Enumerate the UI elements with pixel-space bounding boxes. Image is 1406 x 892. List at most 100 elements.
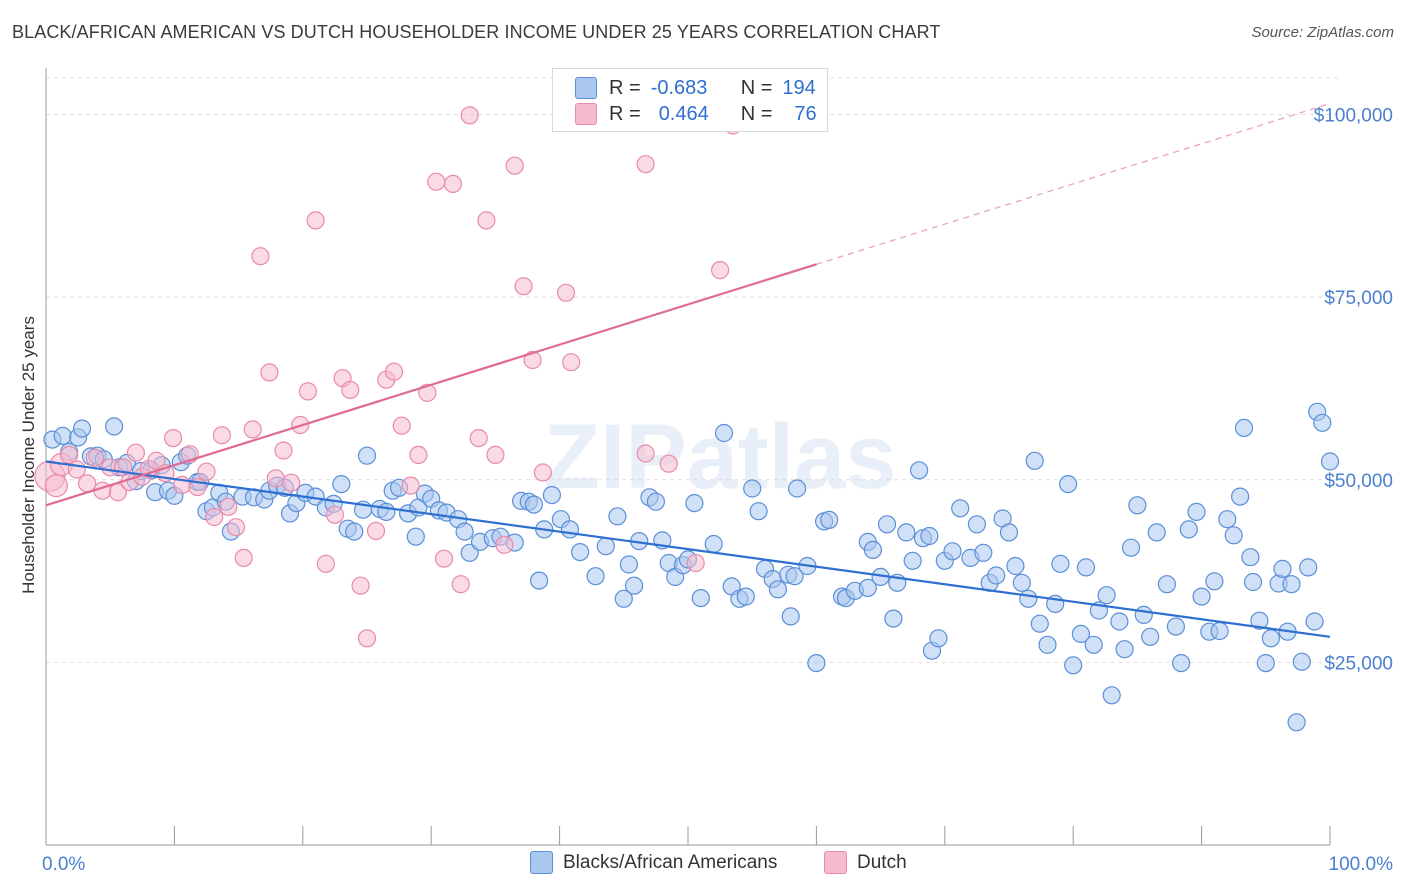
data-point-dutch: [562, 353, 581, 372]
data-point-blacks: [1084, 635, 1103, 654]
data-point-dutch: [260, 363, 279, 382]
data-point-blacks: [53, 426, 72, 445]
legend-item-label: Blacks/African Americans: [563, 851, 778, 873]
data-point-blacks: [749, 502, 768, 521]
data-point-dutch: [357, 629, 377, 648]
data-point-blacks: [377, 502, 396, 521]
data-point-dutch: [392, 416, 411, 435]
data-point-blacks: [704, 534, 723, 554]
data-point-dutch: [197, 462, 216, 481]
data-point-blacks: [943, 542, 962, 561]
trend-line-blacks: [45, 460, 1331, 638]
data-point-blacks: [624, 576, 644, 595]
data-point-blacks: [1273, 559, 1292, 579]
data-point-blacks: [785, 567, 804, 586]
data-point-blacks: [608, 507, 627, 526]
data-point-dutch: [659, 454, 678, 473]
trend-lines: [45, 102, 1331, 638]
y-tick-label: $25,000: [1324, 653, 1393, 674]
data-point-blacks: [1282, 575, 1301, 594]
data-point-blacks: [1224, 526, 1243, 545]
data-point-dutch: [298, 382, 317, 401]
grid-lines: [46, 77, 1340, 663]
data-point-blacks: [1051, 554, 1070, 573]
data-point-blacks: [1071, 624, 1091, 644]
data-point-blacks: [1141, 627, 1160, 646]
data-point-blacks: [646, 492, 666, 511]
data-point-blacks: [820, 510, 839, 530]
data-point-dutch: [282, 473, 301, 492]
data-point-blacks: [1012, 573, 1031, 592]
data-point-blacks: [685, 494, 704, 513]
data-point-blacks: [560, 520, 580, 539]
data-point-blacks: [999, 523, 1019, 542]
data-point-blacks: [863, 540, 883, 560]
legend-row-blacks: R = -0.683 N = 194: [553, 75, 816, 101]
data-point-dutch: [418, 383, 437, 402]
series-dutch-points: [34, 106, 743, 648]
legend-row-dutch: R = 0.464 N = 76: [553, 101, 817, 127]
data-point-blacks: [884, 609, 903, 628]
data-point-blacks: [897, 523, 916, 542]
legend-swatch-blue: [530, 851, 553, 874]
legend-n-label: N =: [740, 102, 773, 125]
data-point-dutch: [636, 155, 655, 174]
data-point-dutch: [316, 554, 335, 573]
data-point-blacks: [1058, 475, 1078, 494]
data-point-dutch: [251, 247, 270, 266]
legend-item-blacks[interactable]: Blacks/African Americans: [530, 851, 777, 874]
data-point-blacks: [524, 495, 544, 514]
data-point-blacks: [1128, 496, 1147, 515]
data-point-blacks: [909, 461, 929, 480]
data-point-dutch: [126, 443, 145, 462]
data-point-blacks: [974, 543, 993, 562]
data-point-blacks: [1261, 629, 1281, 648]
data-point-blacks: [1230, 487, 1250, 506]
data-point-blacks: [1166, 617, 1186, 636]
legend-n-value: 76: [794, 102, 817, 125]
data-point-dutch: [205, 507, 224, 527]
data-point-blacks: [1147, 523, 1166, 542]
data-point-dutch: [451, 575, 470, 594]
data-point-dutch: [59, 445, 79, 464]
data-point-blacks: [787, 479, 807, 498]
data-point-blacks: [455, 522, 474, 541]
data-point-blacks: [357, 446, 377, 465]
data-point-blacks: [1250, 611, 1269, 630]
data-point-blacks: [1313, 413, 1332, 432]
legend-swatch-pink: [575, 103, 597, 125]
data-point-blacks: [1115, 640, 1134, 659]
data-point-blacks: [1256, 653, 1275, 673]
data-point-dutch: [243, 420, 262, 439]
data-point-dutch: [77, 474, 97, 493]
y-tick-label: $75,000: [1324, 288, 1393, 309]
data-point-blacks: [1192, 587, 1211, 606]
data-point-blacks: [1019, 589, 1038, 608]
data-point-blacks: [1179, 520, 1198, 539]
legend-item-dutch[interactable]: Dutch: [824, 851, 907, 874]
data-point-blacks: [1234, 418, 1254, 437]
data-point-blacks: [1241, 548, 1260, 567]
legend-n-label: N =: [740, 76, 773, 99]
data-point-blacks: [714, 423, 734, 443]
data-point-dutch: [366, 521, 386, 541]
data-point-dutch: [686, 553, 705, 573]
data-point-dutch: [710, 261, 730, 280]
source-label: Source: ZipAtlas.com: [1251, 24, 1394, 41]
data-point-blacks: [1006, 556, 1025, 576]
data-point-blacks: [332, 475, 351, 494]
trend-line-dutch: [45, 263, 817, 507]
data-point-dutch: [523, 350, 542, 370]
data-point-blacks: [1287, 713, 1306, 732]
data-point-blacks: [1121, 538, 1141, 557]
data-point-dutch: [164, 429, 183, 448]
legend-swatch-pink: [824, 851, 847, 874]
data-point-blacks: [1205, 572, 1224, 591]
data-point-blacks: [104, 417, 124, 436]
data-point-dutch: [266, 469, 285, 488]
legend-swatch-blue: [575, 77, 597, 99]
legend-item-label: Dutch: [857, 851, 907, 873]
data-point-blacks: [1064, 656, 1083, 675]
data-point-blacks: [1038, 635, 1057, 654]
data-point-blacks: [1243, 572, 1263, 592]
